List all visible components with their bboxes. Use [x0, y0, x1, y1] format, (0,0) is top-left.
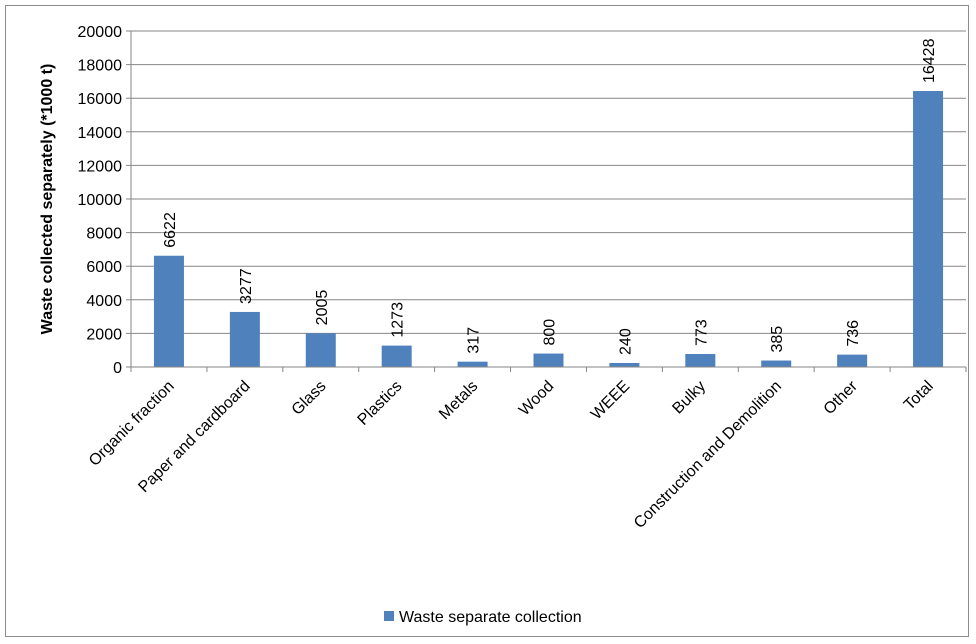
axes: [126, 30, 967, 372]
y-tick-label: 12000: [78, 158, 123, 175]
y-tick-label: 18000: [78, 58, 123, 75]
bar: [685, 354, 716, 367]
y-tick-label: 6000: [86, 259, 122, 276]
x-category-label: WEEE: [588, 378, 633, 423]
bar: [913, 91, 944, 368]
x-category-label: Glass: [289, 378, 330, 419]
x-category-label: Bulky: [669, 378, 709, 418]
data-label: 736: [845, 320, 862, 347]
bar: [609, 362, 640, 367]
data-label: 773: [693, 319, 710, 346]
y-tick-label: 10000: [78, 192, 123, 209]
legend: Waste separate collection: [384, 609, 582, 626]
y-tick-label: 2000: [86, 326, 122, 343]
data-label: 317: [466, 327, 483, 354]
y-tick-label: 16000: [78, 91, 123, 108]
bar: [305, 333, 336, 367]
bar: [381, 345, 412, 367]
y-tick-label: 8000: [86, 226, 122, 243]
data-label: 385: [769, 326, 786, 353]
x-category-label: Construction and Demolition: [631, 378, 785, 532]
bar: [533, 353, 564, 367]
x-category-label: Total: [901, 378, 937, 414]
bar: [153, 255, 184, 367]
data-label: 2005: [314, 290, 331, 326]
legend-label: Waste separate collection: [399, 609, 582, 626]
y-tick-label: 4000: [86, 293, 122, 310]
data-label: 240: [617, 328, 634, 355]
bar: [457, 361, 488, 367]
legend-swatch: [384, 611, 394, 621]
x-category-label: Other: [821, 377, 862, 418]
y-tick-label: 0: [113, 360, 122, 377]
data-label: 16428: [921, 38, 938, 83]
bar: [837, 354, 868, 367]
gridlines: [131, 30, 966, 334]
labels: 0 2000 4000 6000 8000 10000 12000 14000 16000 180…: [78, 24, 939, 532]
y-tick-label: 20000: [78, 24, 123, 41]
x-category-label: Metals: [436, 378, 481, 423]
bar: [229, 311, 260, 367]
data-label: 3277: [238, 268, 255, 304]
data-label: 1273: [390, 302, 407, 338]
bar: [761, 360, 792, 367]
data-label: 800: [542, 319, 559, 346]
y-tick-label: 14000: [78, 125, 123, 142]
x-category-label: Wood: [516, 378, 557, 419]
y-axis-title: Waste collected separately (*1000 t): [39, 64, 56, 335]
data-label: 6622: [162, 212, 179, 248]
x-category-label: Plastics: [355, 378, 406, 429]
bars: [153, 91, 944, 368]
